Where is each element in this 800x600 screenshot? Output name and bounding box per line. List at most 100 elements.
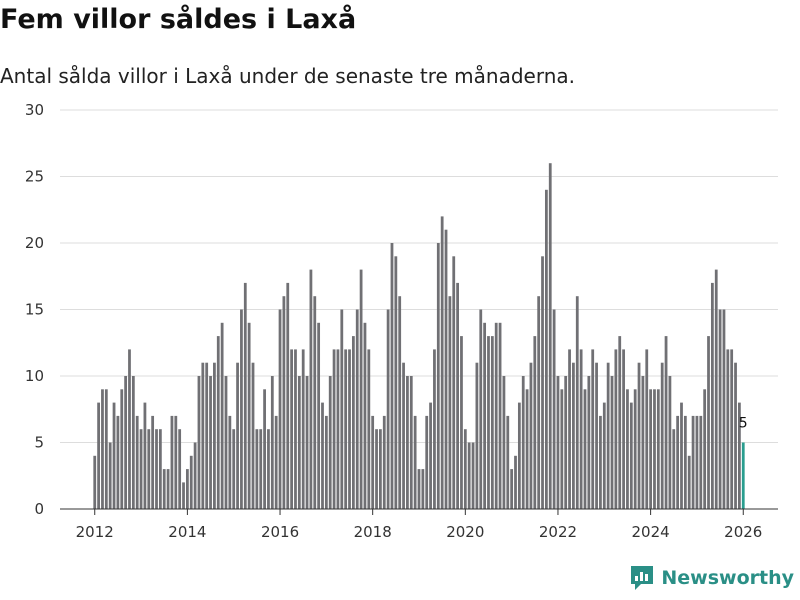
bar xyxy=(629,402,633,509)
bar xyxy=(402,362,405,509)
bar xyxy=(128,349,131,509)
brand-logo[interactable]: Newsworthy xyxy=(629,564,794,592)
bar xyxy=(270,376,274,509)
bar xyxy=(101,389,104,509)
bar xyxy=(618,336,622,509)
bar xyxy=(626,389,629,509)
bar xyxy=(734,362,737,509)
bar xyxy=(433,349,436,509)
bar xyxy=(529,362,533,509)
bar xyxy=(243,282,247,509)
data-label: 5 xyxy=(739,416,748,432)
bar xyxy=(185,469,189,509)
bar xyxy=(213,362,216,509)
y-tick-label: 25 xyxy=(25,168,44,186)
bar xyxy=(645,349,649,509)
bar xyxy=(201,362,205,509)
bar xyxy=(517,402,521,509)
bar xyxy=(695,415,699,509)
bar xyxy=(348,349,351,509)
bar xyxy=(297,376,301,509)
bar xyxy=(707,336,710,509)
bar xyxy=(552,309,556,509)
bar xyxy=(676,415,680,509)
bar xyxy=(660,362,664,509)
bar xyxy=(332,349,336,509)
bar xyxy=(730,349,734,509)
bar xyxy=(452,256,456,509)
bar xyxy=(467,442,471,509)
highlight-bar xyxy=(741,442,745,509)
bar xyxy=(328,376,332,509)
bar xyxy=(166,469,170,509)
bar xyxy=(139,429,143,509)
tick-labels: 0 5 10 15 20 25 30 2012 2014 2016 2018 2020 2022 2024… xyxy=(25,101,762,541)
bar xyxy=(448,296,452,509)
bar xyxy=(162,469,166,509)
bar xyxy=(363,322,367,509)
bar xyxy=(236,362,239,509)
bar xyxy=(440,216,444,509)
bar xyxy=(340,309,344,509)
bar xyxy=(155,429,158,509)
bar xyxy=(209,376,212,509)
bars xyxy=(93,163,745,510)
bar xyxy=(502,376,506,509)
bar xyxy=(93,455,97,509)
bar xyxy=(699,415,703,509)
bar xyxy=(324,415,328,509)
bar xyxy=(606,362,610,509)
bar xyxy=(436,243,440,509)
bar xyxy=(313,296,317,509)
bar xyxy=(498,322,502,509)
bar xyxy=(182,482,185,509)
bar xyxy=(541,256,544,509)
bar xyxy=(104,389,108,509)
bar xyxy=(375,429,378,509)
bar xyxy=(413,415,417,509)
bar xyxy=(429,402,432,509)
bar xyxy=(487,336,490,509)
bar xyxy=(672,429,676,509)
chart-subtitle: Antal sålda villor i Laxå under de senas… xyxy=(0,64,575,88)
bar xyxy=(240,309,243,509)
bar xyxy=(641,376,645,509)
bar xyxy=(301,349,305,509)
bar xyxy=(193,442,197,509)
bar xyxy=(599,415,602,509)
bar xyxy=(178,429,182,509)
bar xyxy=(564,376,568,509)
bar xyxy=(463,429,467,509)
bar xyxy=(556,376,560,509)
x-tick-label: 2018 xyxy=(354,523,392,541)
x-tick-label: 2020 xyxy=(446,523,484,541)
bar xyxy=(444,229,448,509)
bar xyxy=(170,415,174,509)
bar xyxy=(371,415,375,509)
bar xyxy=(278,309,282,509)
bar xyxy=(351,336,355,509)
bar xyxy=(247,322,251,509)
bar xyxy=(560,389,564,509)
bar xyxy=(394,256,398,509)
bar xyxy=(259,429,263,509)
x-tick-label: 2014 xyxy=(168,523,206,541)
bar xyxy=(425,415,429,509)
bar xyxy=(116,415,120,509)
bar xyxy=(456,282,459,509)
bar xyxy=(575,296,579,509)
bar xyxy=(355,309,359,509)
bar xyxy=(398,296,402,509)
bar xyxy=(710,282,714,509)
bar xyxy=(533,336,537,509)
bar xyxy=(220,322,224,509)
bar xyxy=(664,336,668,509)
bar xyxy=(479,309,483,509)
bar xyxy=(255,429,259,509)
bar xyxy=(521,376,525,509)
bar xyxy=(548,163,552,509)
bar xyxy=(321,402,324,509)
bar xyxy=(189,455,193,509)
bar xyxy=(197,376,201,509)
bar xyxy=(680,402,683,509)
